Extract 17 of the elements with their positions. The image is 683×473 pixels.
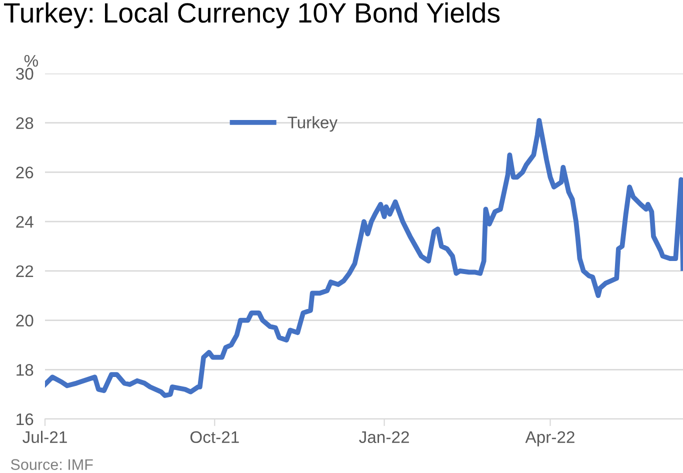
chart-title: Turkey: Local Currency 10Y Bond Yields [4,2,500,28]
y-tick-label: 30 [16,68,34,80]
y-tick-label: 24 [16,216,34,228]
x-tick-label: Jan-22 [359,431,409,444]
legend-label: Turkey [288,116,338,132]
y-axis-title: % [24,55,38,67]
y-tick-label: 16 [16,413,34,426]
x-tick-label: Jul-21 [22,430,67,444]
x-tick-label: Apr-22 [525,431,574,446]
source-note: Source: IMF [10,459,93,470]
y-tick-label: 26 [16,166,34,178]
y-tick-label: 20 [16,314,34,326]
y-tick-label: 22 [16,265,34,277]
y-tick-label: 18 [16,364,34,376]
line-series [45,118,683,398]
y-tick-label: 28 [16,117,34,130]
x-tick-label: Oct-21 [190,431,239,444]
